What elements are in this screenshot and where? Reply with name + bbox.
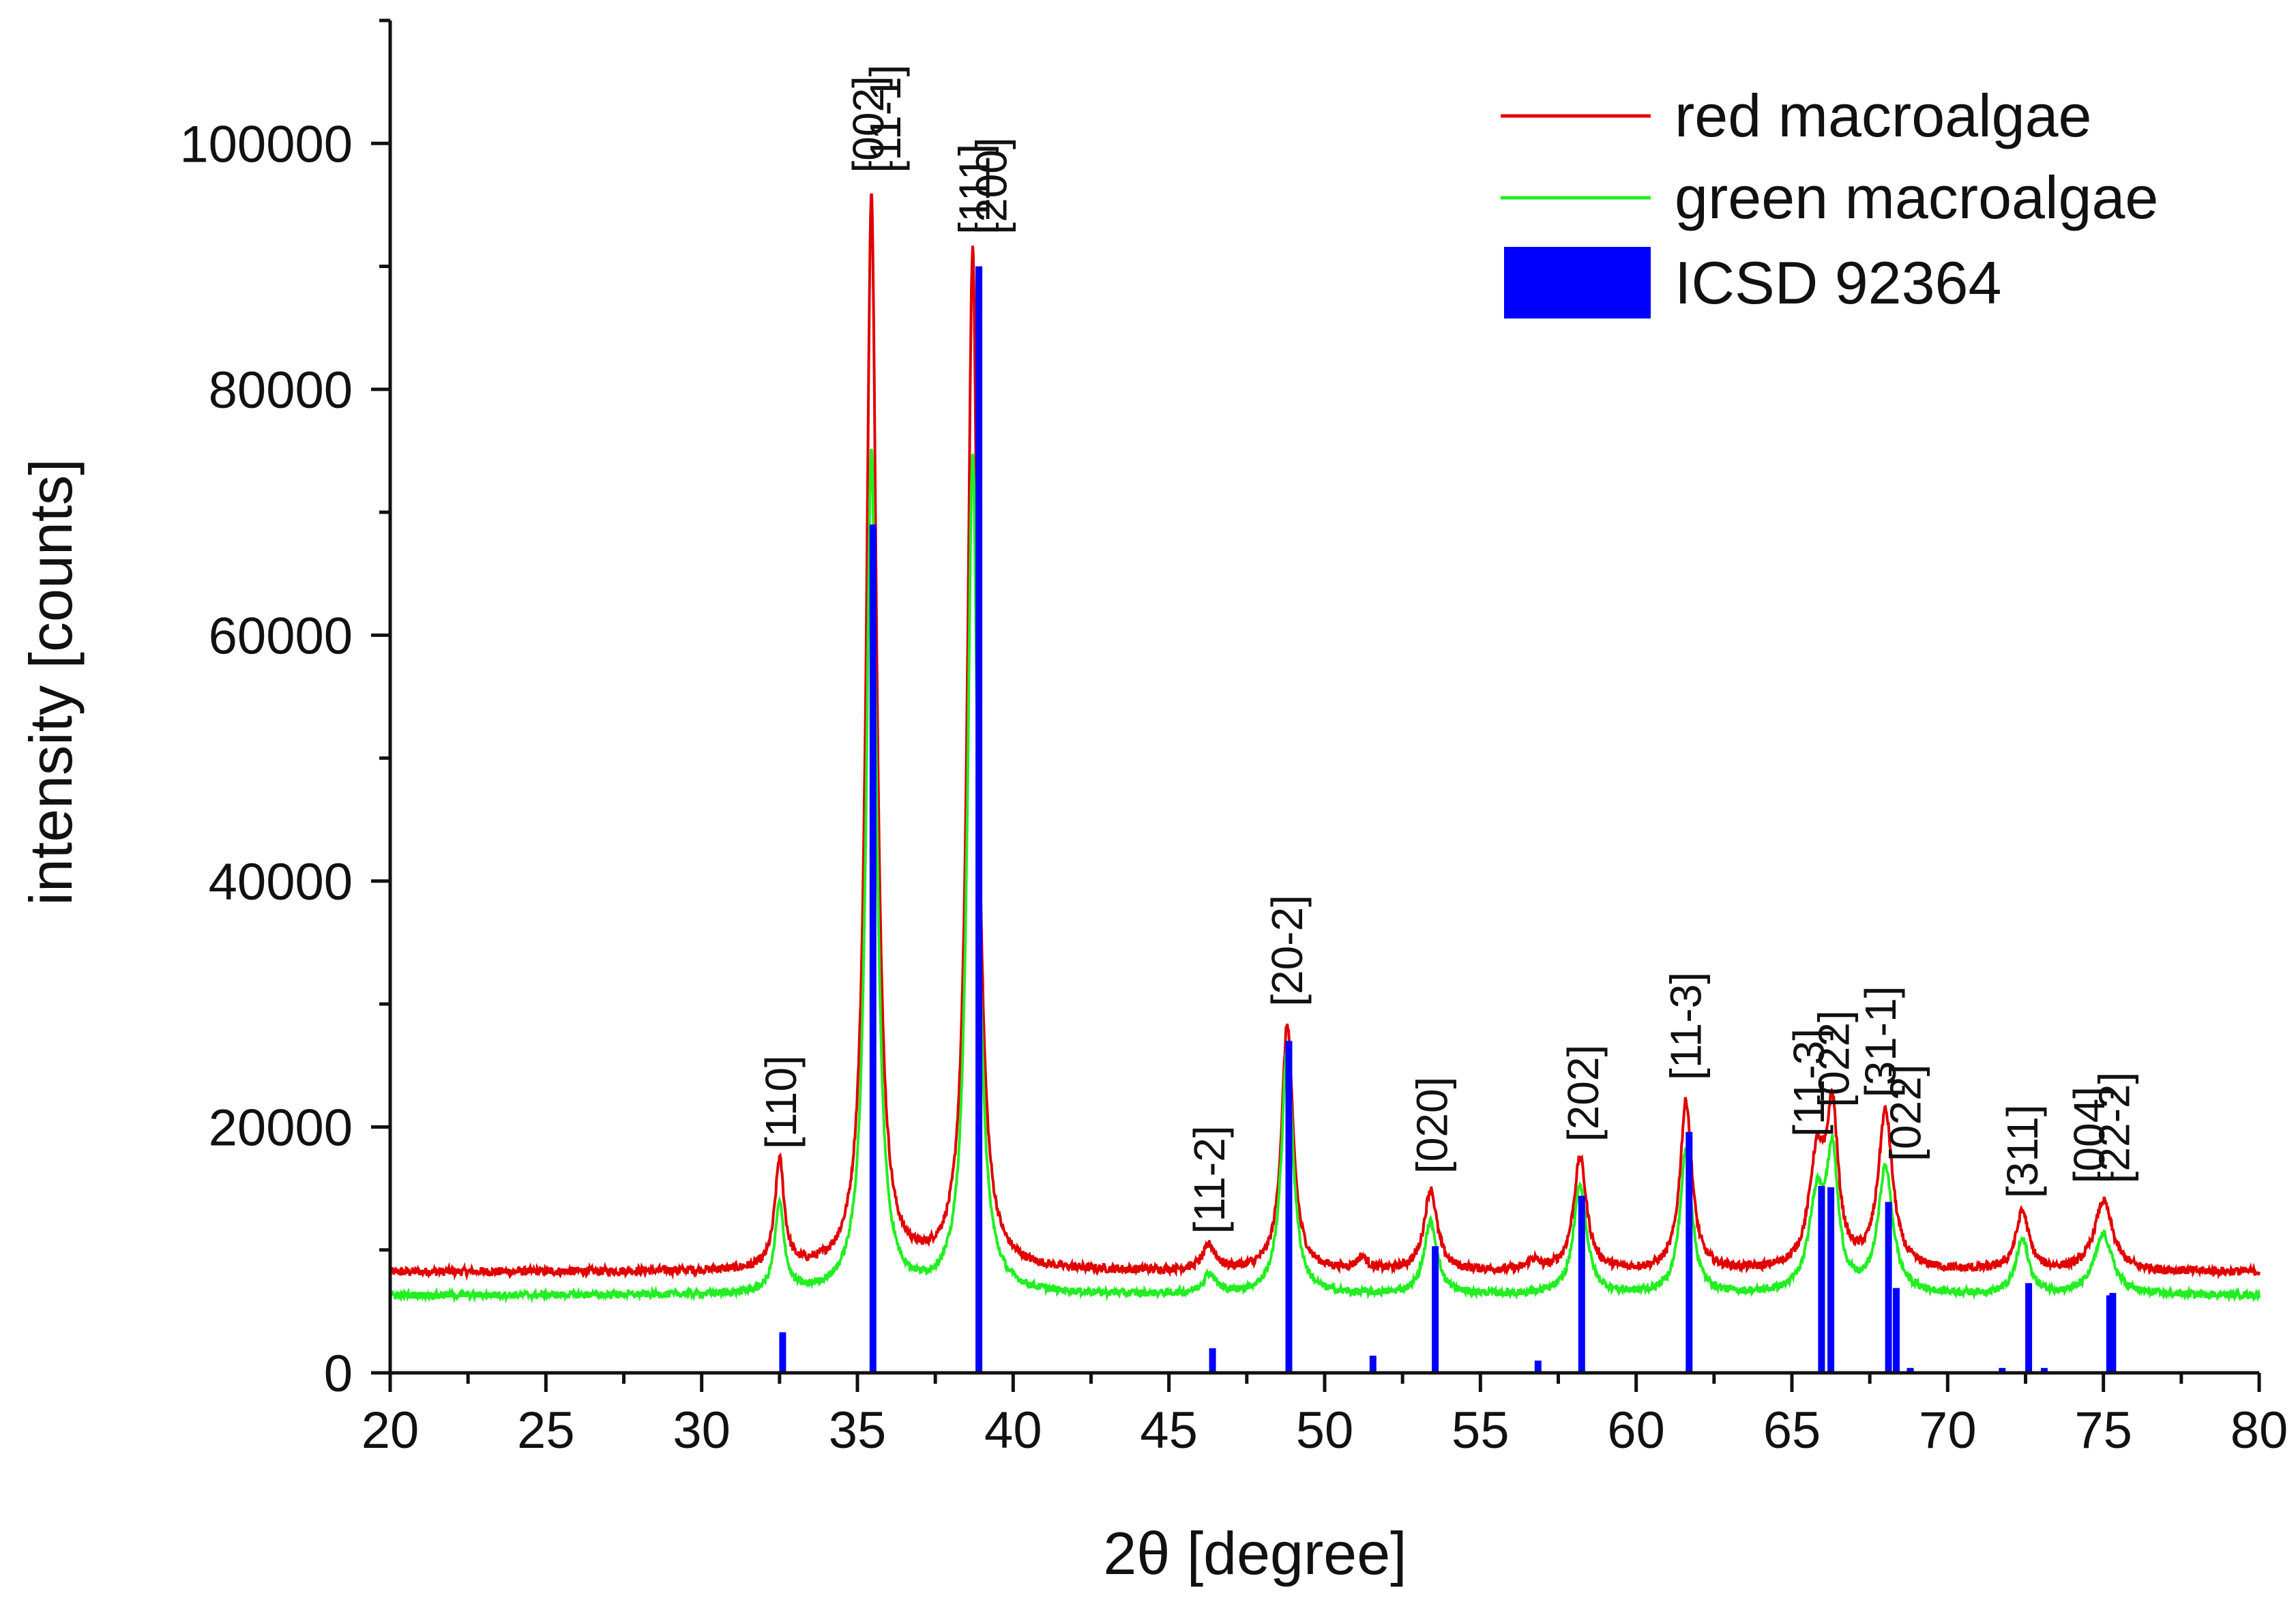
x-tick-label: 65 (1763, 1401, 1821, 1459)
reference-stick (2040, 1367, 2048, 1373)
axes: 20 25 30 35 40 45 50 55 60 65 70 75 80 0 20000 40000 600… (179, 18, 2288, 1459)
reference-stick (1885, 1202, 1892, 1373)
reference-stick (1534, 1361, 1542, 1373)
peak-label: [31-1] (1856, 986, 1905, 1098)
peak-label: [110] (756, 1055, 806, 1149)
peak-label: [11-2] (1185, 1125, 1234, 1234)
x-axis-title: 2θ [degree] (1103, 1519, 1407, 1587)
x-tick-label: 35 (829, 1401, 887, 1459)
reference-stick (1578, 1196, 1585, 1373)
peak-label: [202] (1559, 1045, 1608, 1142)
peak-label: [200] (967, 137, 1016, 234)
legend-label-green: green macroalgae (1675, 164, 2158, 231)
peak-label: [022] (1810, 1010, 1859, 1107)
x-tick-label: 75 (2074, 1401, 2132, 1459)
plot-area (389, 193, 2261, 1373)
x-tick-label: 50 (1296, 1401, 1354, 1459)
y-axis-title: intensity [counts] (17, 458, 85, 905)
peak-label: [004] (2065, 1086, 2114, 1183)
reference-stick (1907, 1367, 1914, 1373)
x-tick-label: 40 (984, 1401, 1042, 1459)
reference-stick (1369, 1355, 1377, 1373)
reference-stick (1686, 1131, 1693, 1373)
peak-label: [111] (950, 144, 999, 235)
x-tick-label: 55 (1452, 1401, 1510, 1459)
legend: red macroalgae green macroalgae ICSD 923… (1501, 82, 2158, 318)
peak-label: [11-3] (1662, 972, 1711, 1080)
peak-label: [20-2] (1263, 895, 1312, 1007)
reference-stick (1827, 1187, 1835, 1373)
legend-label-red: red macroalgae (1675, 82, 2091, 149)
legend-swatch-blue (1504, 247, 1651, 318)
y-tick-label: 60000 (209, 607, 353, 665)
reference-stick (1893, 1288, 1900, 1373)
reference-stick (1209, 1348, 1216, 1373)
peak-label: [11-3] (1784, 1028, 1834, 1137)
x-tick-label: 20 (362, 1401, 420, 1459)
y-tick-label: 100000 (179, 115, 353, 173)
x-tick-label: 25 (517, 1401, 575, 1459)
reference-stick (779, 1332, 786, 1373)
y-tick-label: 0 (324, 1345, 353, 1403)
reference-stick (1285, 1041, 1293, 1373)
reference-stick (1818, 1186, 1825, 1373)
y-tick-label: 80000 (209, 361, 353, 419)
peak-label: [11-1] (861, 65, 910, 173)
y-tick-label: 40000 (209, 853, 353, 911)
peak-label: [022] (1881, 1065, 1930, 1161)
peak-label: [22-2] (2090, 1072, 2139, 1184)
legend-label-blue: ICSD 92364 (1675, 249, 2001, 316)
x-tick-label: 60 (1607, 1401, 1665, 1459)
x-tick-label: 30 (673, 1401, 731, 1459)
reference-stick (2109, 1292, 2117, 1373)
reference-stick (869, 524, 877, 1373)
reference-stick (975, 266, 983, 1373)
peak-label: [002] (844, 76, 893, 173)
reference-stick (2025, 1283, 2033, 1373)
series-line-green (389, 448, 2261, 1304)
peak-label: [311] (1998, 1104, 2047, 1198)
x-tick-label: 70 (1919, 1401, 1977, 1459)
reference-stick (1432, 1246, 1439, 1373)
x-tick-label: 45 (1140, 1401, 1198, 1459)
x-tick-label: 80 (2231, 1401, 2288, 1459)
peak-annotations: [110] [002][11-1] [111][200] [11-2] [20-2] [0… (756, 65, 2139, 1234)
series-line-red (389, 193, 2261, 1281)
y-tick-label: 20000 (209, 1099, 353, 1157)
reference-stick (1999, 1367, 2006, 1373)
peak-label: [020] (1408, 1077, 1457, 1174)
